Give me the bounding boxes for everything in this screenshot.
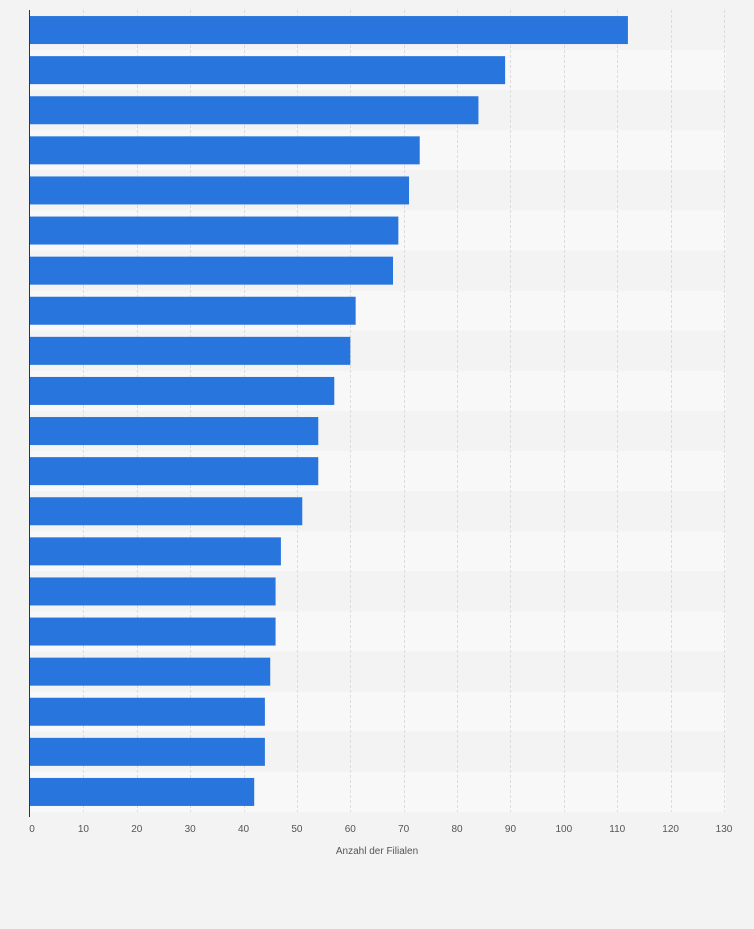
x-axis-ticks: 0 10 20 30 40 50 60 70 80 90 100 110 120 130: [29, 824, 733, 835]
x-tick-label: 80: [452, 824, 464, 835]
bar[interactable]: [30, 577, 276, 606]
x-tick-label: 70: [398, 824, 410, 835]
bar[interactable]: [30, 737, 265, 766]
bar[interactable]: [30, 777, 255, 806]
bar[interactable]: [30, 537, 281, 566]
bar[interactable]: [30, 16, 628, 45]
x-tick-label: 10: [78, 824, 90, 835]
bar[interactable]: [30, 336, 351, 365]
x-tick-label: 100: [556, 824, 573, 835]
bar[interactable]: [30, 256, 394, 285]
bars: [30, 16, 628, 806]
x-tick-label: 110: [609, 824, 625, 835]
x-tick-label: 20: [131, 824, 143, 835]
bar[interactable]: [30, 56, 506, 85]
x-tick-label: 40: [238, 824, 250, 835]
bar[interactable]: [30, 216, 399, 245]
x-tick-label: 60: [345, 824, 357, 835]
x-tick-label: 0: [29, 824, 35, 835]
x-axis-title: Anzahl der Filialen: [336, 846, 418, 857]
x-tick-label: 30: [185, 824, 197, 835]
bar[interactable]: [30, 136, 420, 165]
x-tick-label: 90: [505, 824, 517, 835]
bar[interactable]: [30, 417, 319, 446]
bar[interactable]: [30, 376, 335, 405]
x-tick-label: 120: [662, 824, 679, 835]
bar[interactable]: [30, 657, 271, 686]
bar[interactable]: [30, 617, 276, 646]
bar[interactable]: [30, 96, 479, 125]
bar[interactable]: [30, 457, 319, 486]
grid-lines: [83, 10, 725, 812]
row-bands: [30, 10, 726, 812]
bar[interactable]: [30, 296, 356, 325]
x-tick-label: 50: [291, 824, 303, 835]
bar[interactable]: [30, 697, 265, 726]
bar[interactable]: [30, 176, 410, 205]
bar[interactable]: [30, 497, 303, 526]
x-tick-label: 130: [716, 824, 733, 835]
